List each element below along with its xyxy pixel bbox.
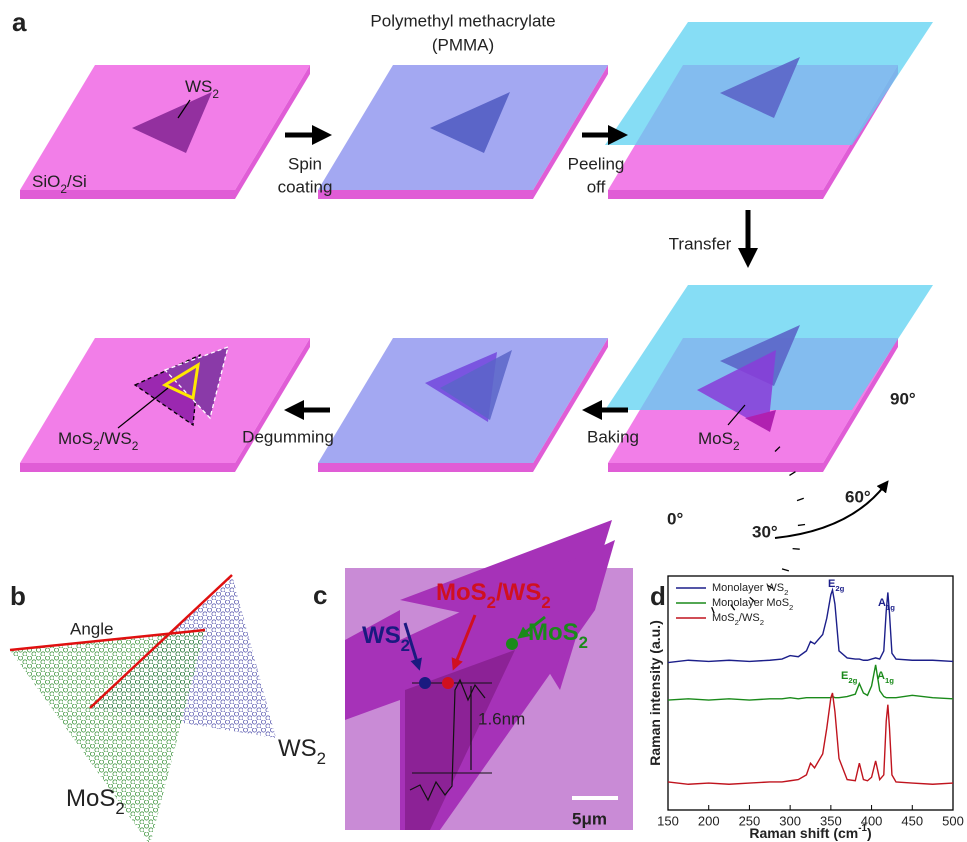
step-label: off <box>587 177 606 196</box>
y-axis-label: Raman intensity (a.u.) <box>647 620 663 765</box>
subscript: 1g <box>886 603 895 612</box>
text-part: A <box>878 597 886 609</box>
text-part: MoS <box>698 429 733 448</box>
panel-label: c <box>313 580 327 610</box>
subscript: 2 <box>115 799 124 818</box>
subscript: 1g <box>885 676 894 685</box>
text-part: /Si <box>67 172 87 191</box>
angle-label: 60° <box>845 487 871 506</box>
plot-frame <box>668 576 953 810</box>
dial-tick <box>798 525 805 526</box>
text-part: Monolayer MoS <box>712 597 789 609</box>
subscript: 2 <box>487 593 496 612</box>
subscript: 2 <box>401 636 410 655</box>
step-label: Spin <box>288 154 322 173</box>
text-part: WS <box>362 622 401 649</box>
text-part: Raman intensity (a.u.) <box>647 620 663 765</box>
peak-label: E2g <box>841 670 858 685</box>
subscript: 2 <box>541 593 550 612</box>
x-tick-label: 500 <box>942 813 964 828</box>
dial-tick <box>793 549 800 550</box>
spot-mos2 <box>506 638 518 650</box>
subscript: 2 <box>733 439 740 453</box>
angle-label: 90° <box>890 389 916 408</box>
text-part: MoS <box>712 612 735 624</box>
text-part: ) <box>867 825 872 841</box>
text-part: MoS <box>528 619 579 646</box>
subscript: 2 <box>784 588 788 597</box>
subscript: 2 <box>760 618 764 627</box>
subscript: 2 <box>789 603 793 612</box>
angle-label: 0° <box>667 509 683 528</box>
dial-tick <box>789 472 795 476</box>
height-label: 1.6nm <box>478 709 525 728</box>
text-part: Raman shift (cm <box>749 825 858 841</box>
panel-label: d <box>650 581 666 611</box>
subscript: 2g <box>848 676 857 685</box>
panel-label: a <box>12 7 27 37</box>
series-line <box>668 590 953 663</box>
peak-label: A1g <box>877 670 894 685</box>
slab-front <box>20 463 235 472</box>
text-part: Monolayer WS <box>712 582 784 594</box>
figure: aPolymethyl methacrylate(PMMA)WS2SiO2/Si… <box>0 0 967 842</box>
peak-label: E2g <box>828 578 845 593</box>
pmma-label: Polymethyl methacrylate <box>370 11 555 30</box>
step-label: Transfer <box>669 234 732 253</box>
text-part: WS <box>278 735 317 762</box>
subscript: 2 <box>579 633 588 652</box>
step-label: Degumming <box>242 427 334 446</box>
text-part: A <box>877 670 885 682</box>
legend-label: Monolayer MoS2 <box>712 597 793 612</box>
subscript: 2 <box>212 87 219 101</box>
subscript: 2 <box>132 439 139 453</box>
x-tick-label: 200 <box>698 813 720 828</box>
pmma-label: (PMMA) <box>432 35 494 54</box>
text-part: MoS <box>58 429 93 448</box>
slab-front <box>318 463 533 472</box>
series-line <box>668 665 953 700</box>
slab-front <box>608 190 823 199</box>
text-part: E <box>828 578 835 590</box>
angle-label: 30° <box>752 522 778 541</box>
text-part: /WS <box>739 612 760 624</box>
legend-label: Monolayer WS2 <box>712 582 788 597</box>
subscript: 2 <box>317 749 326 768</box>
material-label: WS2 <box>278 735 326 768</box>
text-part: /WS <box>100 429 132 448</box>
series-line <box>668 693 953 784</box>
slab-front <box>318 190 533 199</box>
x-axis-label: Raman shift (cm-1) <box>749 823 871 841</box>
x-tick-label: 450 <box>901 813 923 828</box>
panel-label: b <box>10 581 26 611</box>
angle-label: Angle <box>70 619 113 638</box>
step-label: coating <box>278 177 333 196</box>
text-part: E <box>841 670 848 682</box>
step-label: Baking <box>587 427 639 446</box>
step-label: Peeling <box>568 154 625 173</box>
dial-tick <box>782 569 789 571</box>
text-part: WS <box>185 77 212 96</box>
legend-label: MoS2/WS2 <box>712 612 764 627</box>
slab-front <box>608 463 823 472</box>
text-part: MoS <box>436 579 487 606</box>
text-part: MoS <box>66 785 115 812</box>
x-tick-label: 150 <box>657 813 679 828</box>
scale-label: 5μm <box>572 809 607 828</box>
subscript: 2g <box>835 584 844 593</box>
text-part: /WS <box>496 579 541 606</box>
spot-hetero <box>442 677 454 689</box>
dial-tick <box>797 498 804 500</box>
spot-ws2 <box>419 677 431 689</box>
text-part: SiO <box>32 172 60 191</box>
